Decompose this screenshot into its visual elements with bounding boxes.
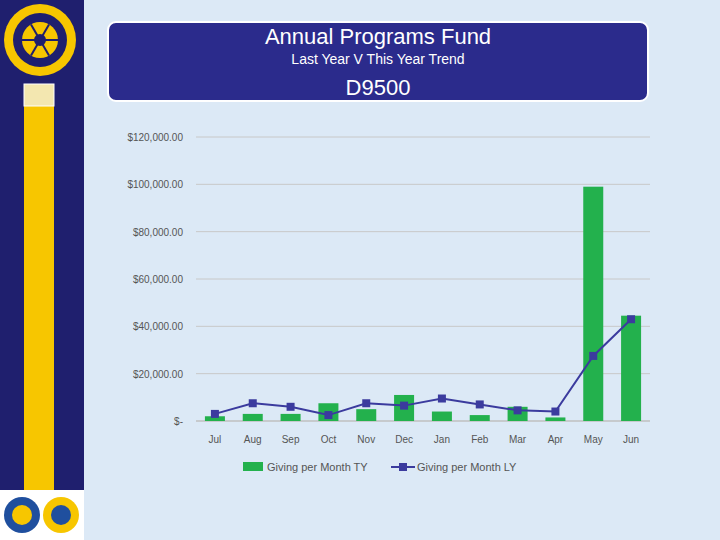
logo-outer	[4, 4, 76, 76]
bar	[394, 395, 414, 421]
bar	[243, 414, 263, 421]
y-tick-label: $40,000.00	[133, 321, 183, 332]
marker	[287, 403, 295, 411]
bar	[281, 414, 301, 421]
x-tick-label: Feb	[471, 434, 489, 445]
bar	[470, 415, 490, 421]
logo-spoke	[22, 39, 40, 41]
bar	[432, 412, 452, 421]
x-tick-label: Dec	[395, 434, 413, 445]
legend-marker	[399, 463, 407, 471]
x-axis	[196, 421, 650, 422]
slide: Annual Programs Fund Last Year V This Yea…	[0, 0, 720, 540]
marker	[476, 400, 484, 408]
x-tick-label: Aug	[244, 434, 262, 445]
logo-ring	[13, 13, 67, 67]
marker	[211, 410, 219, 418]
grid-line	[196, 279, 650, 280]
footer-logo	[4, 497, 40, 533]
x-tick-label: Jan	[434, 434, 450, 445]
x-tick-label: Jul	[209, 434, 222, 445]
grid-line	[196, 421, 650, 422]
bar	[545, 417, 565, 421]
marker	[249, 399, 257, 407]
bar	[621, 316, 641, 421]
side-stripe	[24, 84, 54, 494]
x-tick-label: Nov	[357, 434, 375, 445]
marker	[514, 406, 522, 414]
grid-line	[196, 137, 650, 138]
marker	[362, 399, 370, 407]
marker	[627, 315, 635, 323]
logo-spoke	[31, 40, 40, 56]
x-tick-label: Oct	[321, 434, 337, 445]
bar	[583, 187, 603, 421]
x-tick-label: May	[584, 434, 603, 445]
marker	[324, 411, 332, 419]
header-box	[108, 22, 648, 101]
y-tick-label: $80,000.00	[133, 227, 183, 238]
stripe-cap	[24, 84, 54, 106]
logo-spoke	[40, 24, 49, 40]
legend-swatch	[243, 462, 263, 471]
footer-logo	[43, 497, 79, 533]
legend-label: Giving per Month LY	[417, 461, 517, 473]
marker	[438, 395, 446, 403]
side-bar	[0, 0, 84, 540]
grid-line	[196, 326, 650, 327]
x-tick-label: Jun	[623, 434, 639, 445]
y-tick-label: $20,000.00	[133, 369, 183, 380]
logo-wheel	[22, 22, 58, 58]
y-tick-label: $100,000.00	[127, 179, 183, 190]
footer-logo-inner	[51, 505, 71, 525]
y-tick-label: $60,000.00	[133, 274, 183, 285]
bar	[356, 409, 376, 421]
legend-label: Giving per Month TY	[267, 461, 368, 473]
subtitle: Last Year V This Year Trend	[291, 51, 464, 67]
background	[0, 0, 720, 540]
footer-logo-inner	[12, 505, 32, 525]
title: Annual Programs Fund	[265, 24, 491, 49]
line	[215, 319, 631, 415]
x-tick-label: Mar	[509, 434, 527, 445]
y-tick-label: $120,000.00	[127, 132, 183, 143]
x-tick-label: Sep	[282, 434, 300, 445]
y-tick-label: $-	[174, 416, 183, 427]
logo-spoke	[40, 39, 58, 41]
grid-line	[196, 184, 650, 185]
logo-spoke	[31, 24, 40, 40]
grid-line	[196, 231, 650, 232]
marker	[589, 352, 597, 360]
footer-box	[0, 490, 84, 540]
marker	[551, 408, 559, 416]
marker	[400, 402, 408, 410]
plot-area	[205, 187, 641, 421]
logo	[4, 4, 76, 76]
x-tick-label: Apr	[548, 434, 564, 445]
logo-spoke	[40, 40, 49, 56]
district: D9500	[346, 75, 411, 100]
